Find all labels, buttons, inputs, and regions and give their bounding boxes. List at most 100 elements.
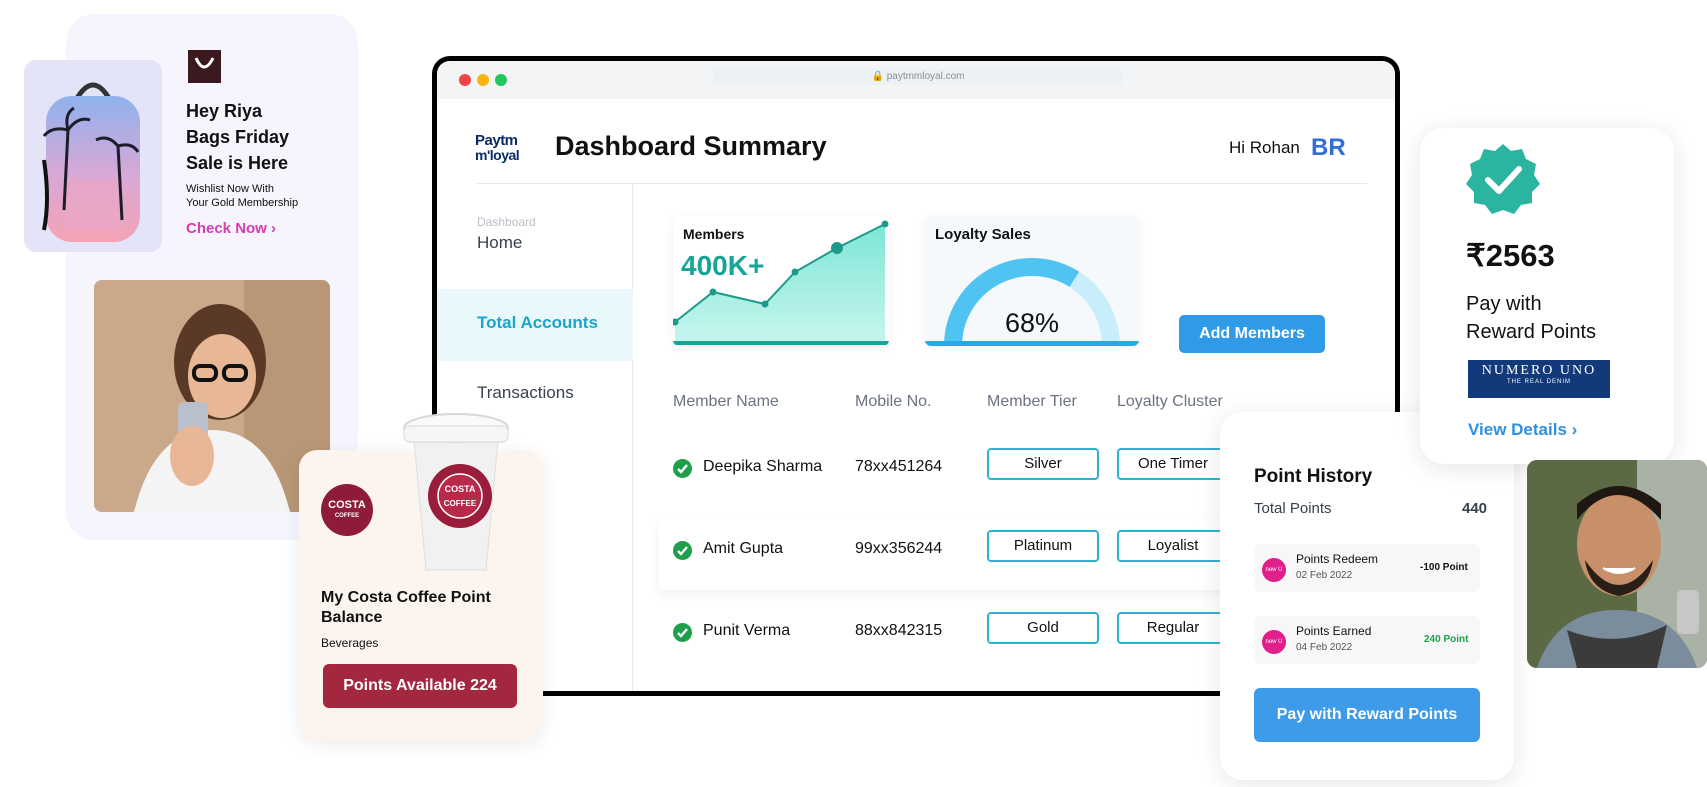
- loyalty-cluster-badge: One Timer: [1117, 448, 1229, 480]
- brand-avatar-logo[interactable]: BR: [1309, 131, 1346, 161]
- backpack-image: [24, 60, 162, 252]
- logo-line-2: m'loyal: [475, 147, 520, 163]
- promo-sub-2: Your Gold Membership: [186, 197, 299, 209]
- check-now-link[interactable]: Check Now ›: [186, 220, 277, 237]
- new-u-icon: new U: [1262, 558, 1286, 582]
- reward-card: ₹2563 Pay with Reward Points NUMERO UNO …: [1420, 128, 1674, 464]
- total-points-value: 440: [1462, 500, 1488, 517]
- col-header-cluster[interactable]: Loyalty Cluster: [1117, 393, 1223, 410]
- sidebar: Dashboard Home Total Accounts Transactio…: [437, 183, 633, 691]
- point-history-card: Point History Total Points 440 new U Poi…: [1220, 412, 1514, 780]
- promo-line-2: Bags Friday: [186, 127, 290, 147]
- maximize-window-icon[interactable]: [495, 74, 507, 86]
- promo-heading: Hey Riya Bags Friday Sale is Here: [186, 98, 326, 176]
- point-item-label: Points Earned: [1296, 624, 1372, 638]
- address-bar-url: paytmmloyal.com: [886, 71, 965, 82]
- member-mobile: 78xx451264: [855, 458, 943, 475]
- reward-amount: ₹2563: [1466, 238, 1555, 273]
- point-history-item[interactable]: new U Points Redeem 02 Feb 2022 -100 Poi…: [1254, 544, 1480, 592]
- loyalty-sales-label: Loyalty Sales: [935, 226, 1031, 243]
- member-mobile: 88xx842315: [855, 622, 943, 639]
- table-row[interactable]: Deepika Sharma 78xx451264 Silver One Tim…: [673, 436, 1313, 508]
- loyalty-cluster-badge: Loyalist: [1117, 530, 1229, 562]
- check-circle-icon: [673, 541, 692, 560]
- costa-logo-line-1: COSTA: [328, 499, 366, 511]
- view-details-link[interactable]: View Details ›: [1468, 420, 1578, 439]
- point-history-item[interactable]: new U Points Earned 04 Feb 2022 240 Poin…: [1254, 616, 1480, 664]
- sidebar-section-label: Dashboard: [477, 215, 536, 229]
- cup-text-1: COSTA: [445, 484, 476, 494]
- promo-line-1: Hey Riya: [186, 101, 263, 121]
- brand-avatar-text: BR: [1311, 134, 1345, 161]
- close-window-icon[interactable]: [459, 74, 471, 86]
- members-value: 400K+: [681, 250, 765, 281]
- reward-text-line-2: Reward Points: [1466, 321, 1597, 343]
- point-history-title: Point History: [1254, 466, 1373, 487]
- costa-logo-line-2: COFFEE: [334, 513, 360, 519]
- members-trend-chart: [673, 220, 889, 345]
- point-item-label: Points Redeem: [1296, 552, 1379, 566]
- promo-line-3: Sale is Here: [186, 153, 289, 173]
- paytm-mloyal-logo[interactable]: Paytm m'loyal: [475, 133, 535, 169]
- verified-badge-icon: [1466, 142, 1540, 216]
- member-tier-badge: Silver: [987, 448, 1099, 480]
- costa-coffee-logo: COSTA COFFEE: [321, 484, 373, 536]
- sidebar-item-home[interactable]: Home: [477, 233, 523, 252]
- loyalty-gauge-fill: [944, 258, 1080, 346]
- point-item-value: 240 Point: [1424, 634, 1469, 645]
- address-bar[interactable]: 🔒 paytmmloyal.com: [713, 68, 1123, 85]
- numero-uno-logo: NUMERO UNO THE REAL DENIM: [1468, 360, 1610, 398]
- sidebar-item-transactions[interactable]: Transactions: [477, 383, 574, 402]
- loyalty-gauge: [925, 258, 1139, 346]
- pay-with-reward-points-button[interactable]: Pay with Reward Points: [1254, 688, 1480, 742]
- member-name: Deepika Sharma: [703, 458, 823, 475]
- promo-subtext: Wishlist Now With Your Gold Membership: [186, 182, 346, 210]
- point-item-value: -100 Point: [1420, 562, 1468, 573]
- point-item-date: 04 Feb 2022: [1296, 642, 1353, 653]
- point-item-date: 02 Feb 2022: [1296, 570, 1353, 581]
- logo-line-1: Paytm: [475, 132, 518, 149]
- members-label: Members: [683, 226, 745, 242]
- costa-category: Beverages: [321, 636, 379, 650]
- members-card: Members 400K+: [673, 216, 889, 346]
- points-available-button[interactable]: Points Available 224: [323, 664, 517, 708]
- total-points-label: Total Points: [1254, 500, 1332, 517]
- user-greeting: Hi Rohan: [1229, 138, 1300, 157]
- add-members-button[interactable]: Add Members: [1179, 315, 1325, 353]
- smiling-man-image: [1527, 460, 1707, 668]
- reward-description: Pay with Reward Points: [1466, 290, 1656, 346]
- loyalty-sales-card: Loyalty Sales 68%: [925, 216, 1139, 346]
- table-row[interactable]: Punit Verma 88xx842315 Gold Regular: [673, 600, 1313, 672]
- reward-text-line-1: Pay with: [1466, 293, 1542, 315]
- costa-coffee-card: COSTA COFFEE My Costa Coffee Point Balan…: [299, 450, 543, 740]
- browser-chrome: 🔒 paytmmloyal.com: [437, 61, 1395, 99]
- loyalty-cluster-badge: Regular: [1117, 612, 1229, 644]
- page-title: Dashboard Summary: [555, 131, 827, 161]
- member-name: Punit Verma: [703, 622, 791, 639]
- member-mobile: 99xx356244: [855, 540, 943, 557]
- member-tier-badge: Gold: [987, 612, 1099, 644]
- new-u-icon: new U: [1262, 630, 1286, 654]
- costa-title: My Costa Coffee Point Balance: [321, 589, 491, 626]
- coffee-cup-image: COSTA COFFEE: [394, 400, 518, 578]
- promo-sub-1: Wishlist Now With: [186, 183, 275, 195]
- sidebar-item-total-accounts[interactable]: Total Accounts: [477, 313, 598, 332]
- table-row[interactable]: Amit Gupta 99xx356244 Platinum Loyalist: [659, 518, 1319, 590]
- col-header-member-name[interactable]: Member Name: [673, 393, 779, 410]
- numero-uno-logo-line-2: THE REAL DENIM: [1506, 379, 1572, 385]
- member-name: Amit Gupta: [703, 540, 784, 557]
- brand-logo: [188, 50, 221, 83]
- woman-with-phone-image: [94, 280, 330, 512]
- check-circle-icon: [673, 459, 692, 478]
- col-header-tier[interactable]: Member Tier: [987, 393, 1077, 410]
- numero-uno-logo-line-1: NUMERO UNO: [1481, 363, 1597, 378]
- minimize-window-icon[interactable]: [477, 74, 489, 86]
- sidebar-active-highlight: [437, 289, 633, 361]
- loyalty-sales-value: 68%: [1004, 308, 1060, 338]
- cup-text-2: COFFEE: [444, 499, 477, 508]
- check-circle-icon: [673, 623, 692, 642]
- header-divider: [477, 183, 1367, 184]
- lock-icon: 🔒: [871, 71, 884, 82]
- member-tier-badge: Platinum: [987, 530, 1099, 562]
- col-header-mobile[interactable]: Mobile No.: [855, 393, 932, 410]
